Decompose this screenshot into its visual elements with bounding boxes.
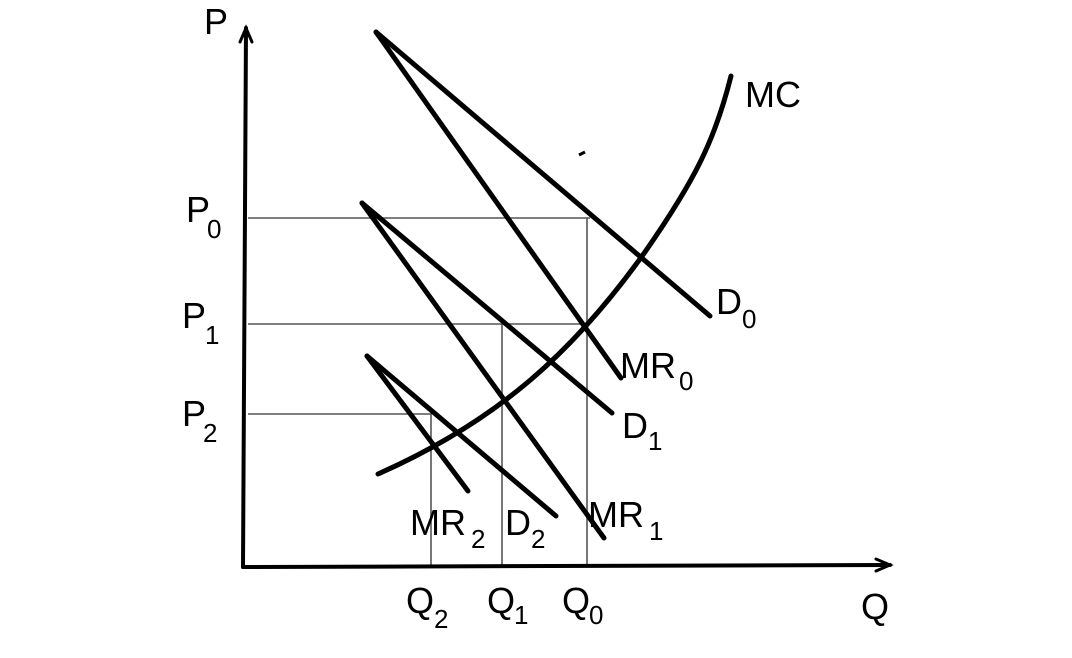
svg-text:D: D [622,405,648,446]
d1-label: D 1 [622,405,662,456]
x-axis-label: Q [861,586,889,627]
svg-text:0: 0 [589,600,603,630]
mr0-line [373,29,624,381]
quantity-label-q2: Q 2 [406,580,448,634]
svg-text:2: 2 [471,524,485,554]
svg-text:1: 1 [205,320,219,350]
stray-mark [578,150,586,157]
svg-text:P: P [182,295,206,336]
mc-curve [375,73,734,477]
d2-line [364,353,559,519]
svg-text:2: 2 [203,418,217,448]
svg-text:0: 0 [679,366,693,396]
svg-text:1: 1 [649,516,663,546]
d1-line [359,200,615,416]
svg-text:P: P [186,189,210,230]
d0-label: D 0 [716,281,756,334]
mr2-line [364,353,471,494]
d0-line [373,29,713,319]
svg-text:Q: Q [406,580,434,621]
d2-label: D 2 [505,502,545,554]
mr0-label: MR 0 [620,345,693,396]
svg-text:D: D [505,502,531,543]
mc-label: MC [745,74,801,115]
svg-text:Q: Q [487,580,515,621]
svg-text:2: 2 [434,604,448,634]
svg-text:Q: Q [562,580,590,621]
mr1-label: MR 1 [588,494,663,546]
svg-text:MR: MR [588,494,644,535]
svg-text:MR: MR [620,345,676,386]
svg-text:D: D [716,281,742,322]
y-axis [241,26,248,569]
price-label-p2: P 2 [182,393,217,448]
quantity-label-q1: Q 1 [487,580,528,630]
y-axis-label: P [204,1,228,42]
axes [238,24,894,573]
quantity-label-q0: Q 0 [562,580,603,630]
svg-text:1: 1 [648,426,662,456]
x-axis [241,563,892,569]
curves [359,29,734,541]
svg-text:P: P [182,393,206,434]
x-axis-arrow [874,557,894,573]
price-label-p1: P 1 [182,295,219,350]
svg-text:MR: MR [410,502,466,543]
mr1-line [359,200,607,541]
svg-text:0: 0 [207,214,221,244]
svg-text:2: 2 [531,524,545,554]
price-label-p0: P 0 [186,189,221,244]
svg-text:1: 1 [514,600,528,630]
mr2-label: MR 2 [410,502,485,554]
svg-text:0: 0 [742,304,756,334]
y-axis-arrow [238,24,254,44]
